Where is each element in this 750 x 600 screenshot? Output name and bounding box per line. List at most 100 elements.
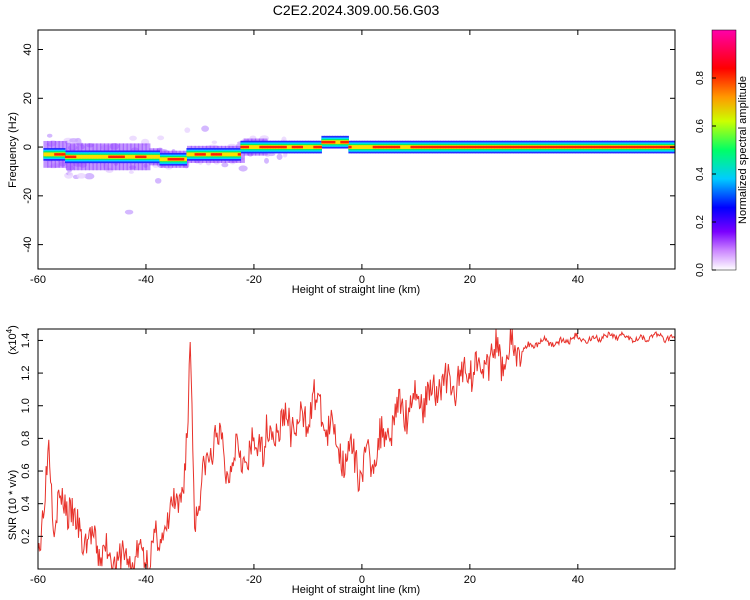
- ridge-core: [372, 145, 376, 149]
- x-tick-label: 40: [572, 574, 584, 586]
- ridge-core: [550, 145, 555, 149]
- ridge-core: [62, 153, 66, 156]
- ridge-core: [529, 145, 533, 149]
- ridge-core: [343, 140, 347, 144]
- ridge-core: [591, 145, 595, 149]
- ridge-segment: [224, 152, 228, 157]
- ridge-core: [437, 145, 441, 149]
- ridge-core: [197, 153, 201, 156]
- ridge-segment: [164, 157, 169, 162]
- colorbar: 0.0 0.2 0.4 0.6 0.8 Normalized spectral ampl…: [695, 29, 749, 277]
- noise-blob: [238, 165, 248, 172]
- x-tick-label: -60: [30, 274, 46, 286]
- ridge-core: [270, 145, 274, 149]
- ridge-segment: [183, 157, 187, 162]
- y-tick-label: 1.4: [20, 333, 32, 348]
- y-tick-label: -40: [22, 237, 34, 253]
- y-tick-label: 0.8: [20, 431, 32, 446]
- colorbar-gradient: [711, 29, 737, 271]
- ridge-core: [664, 145, 668, 149]
- ridge-segment: [221, 152, 225, 157]
- ridge-segment: [89, 154, 93, 159]
- ridge-core: [375, 145, 379, 149]
- ridge-segment: [334, 140, 339, 145]
- ridge-segment: [51, 152, 55, 157]
- ridge-segment: [305, 145, 309, 150]
- snr-y-label: SNR (10 * v/v): [7, 470, 19, 540]
- ridge-core: [383, 145, 387, 149]
- ridge-core: [540, 145, 544, 149]
- ridge-core: [518, 145, 522, 149]
- ridge-segment: [226, 152, 231, 157]
- spectrogram-panel: -60 -40 -20 0 20 40 -40 -20 0 20 40 Height of str…: [7, 29, 676, 296]
- ridge-segment: [229, 152, 233, 157]
- ridge-core: [639, 145, 644, 149]
- ridge-core: [510, 145, 514, 149]
- ridge-core: [515, 145, 519, 149]
- ridge-core: [413, 145, 417, 149]
- ridge-core: [445, 145, 449, 149]
- ridge-core: [56, 153, 61, 156]
- ridge-core: [456, 145, 460, 149]
- x-tick-label: 0: [359, 574, 365, 586]
- ridge-core: [143, 155, 147, 159]
- ridge-core: [170, 158, 174, 161]
- spectrogram-y-ticks: -40 -20 0 20 40: [22, 43, 675, 253]
- ridge-segment: [86, 154, 90, 159]
- ridge-segment: [353, 145, 358, 150]
- ridge-core: [637, 145, 641, 149]
- ridge-core: [297, 145, 301, 149]
- ridge-core: [434, 145, 438, 149]
- ridge-core: [237, 153, 241, 156]
- ridge-core: [472, 145, 476, 149]
- ridge-segment: [302, 145, 306, 150]
- ridge-core: [348, 145, 352, 149]
- noise-blob: [201, 125, 209, 132]
- ridge-core: [523, 145, 528, 149]
- ridge-core: [216, 153, 220, 156]
- ridge-segment: [307, 145, 312, 150]
- ridge-core: [340, 140, 344, 144]
- snr-series-line: [38, 329, 675, 569]
- ridge-core: [475, 145, 479, 149]
- ridge-core: [502, 145, 506, 149]
- ridge-core: [321, 140, 325, 144]
- noise-blob: [154, 177, 162, 184]
- ridge-core: [558, 145, 563, 149]
- noise-blob: [211, 140, 218, 144]
- ridge-core: [332, 140, 336, 144]
- ridge-core: [459, 145, 463, 149]
- ridge-segment: [94, 154, 98, 159]
- ridge-core: [272, 145, 277, 149]
- ridge-segment: [359, 145, 363, 150]
- ridge-segment: [367, 145, 371, 150]
- ridge-core: [167, 158, 171, 161]
- noise-blob: [129, 135, 137, 141]
- ridge-core: [181, 158, 185, 161]
- ridge-core: [575, 145, 579, 149]
- y-tick-label: 40: [22, 43, 34, 55]
- ridge-core: [467, 145, 471, 149]
- noise-blob: [68, 172, 73, 176]
- ridge-segment: [124, 154, 128, 159]
- ridge-core: [243, 145, 247, 149]
- ridge-core: [280, 145, 285, 149]
- noise-blob: [69, 138, 79, 143]
- ridge-core: [561, 145, 565, 149]
- ridge-core: [175, 158, 179, 161]
- ridge-core: [658, 145, 663, 149]
- ridge-core: [391, 145, 395, 149]
- ridge-core: [453, 145, 457, 149]
- ridge-core: [610, 145, 614, 149]
- ridge-segment: [189, 152, 193, 157]
- ridge-segment: [78, 154, 82, 159]
- ridge-core: [585, 145, 590, 149]
- ridge-core: [278, 145, 282, 149]
- ridge-core: [534, 145, 538, 149]
- ridge-core: [650, 145, 654, 149]
- ridge-segment: [105, 154, 109, 159]
- ridge-core: [415, 145, 420, 149]
- ridge-segment: [310, 145, 314, 150]
- ridge-core: [218, 153, 223, 156]
- ridge-core: [499, 145, 503, 149]
